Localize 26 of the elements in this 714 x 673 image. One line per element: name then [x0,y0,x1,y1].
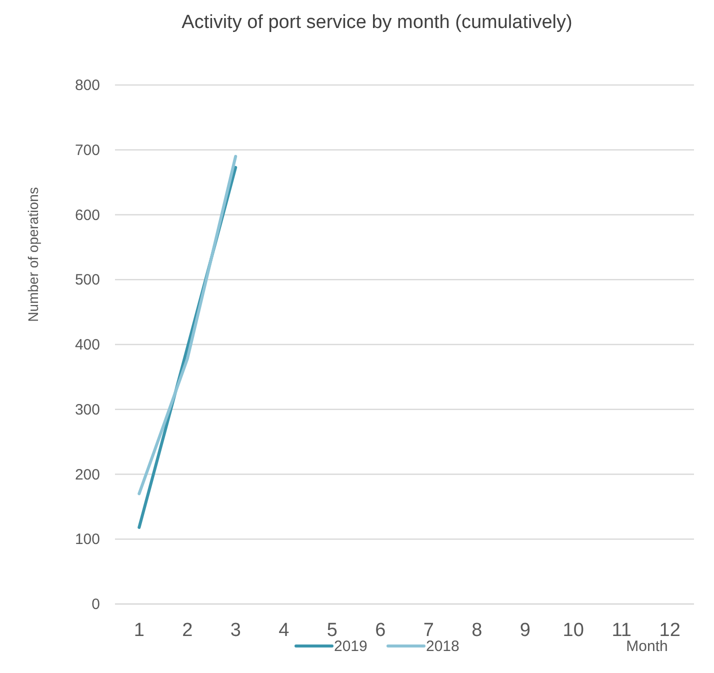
legend-label: 2019 [334,638,368,655]
y-tick-label: 0 [92,596,100,613]
x-tick-label: 10 [562,620,584,641]
y-tick-label: 100 [74,531,100,548]
y-tick-label: 500 [74,272,100,289]
x-tick-label: 7 [423,620,434,641]
x-tick-label: 12 [659,620,680,641]
y-tick-label: 400 [74,336,100,354]
x-tick-label: 2 [182,620,193,641]
y-tick-label: 300 [74,401,100,418]
x-tick-label: 1 [134,620,144,641]
x-axis-title: Month [626,638,668,655]
x-tick-label: 8 [472,620,482,641]
x-tick-label: 3 [230,620,241,641]
x-tick-label: 4 [278,620,290,641]
y-tick-label: 800 [74,77,100,94]
x-tick-label: 6 [375,620,386,641]
y-tick-label: 700 [74,142,100,159]
x-tick-label: 11 [612,620,632,641]
y-axis-title: Number of operations [25,187,41,322]
legend-label: 2018 [426,638,460,655]
y-tick-label: 600 [74,206,100,224]
x-tick-label: 9 [520,620,530,641]
x-tick-label: 5 [326,620,338,641]
chart-title: Activity of port service by month (cumulatively) [182,12,572,33]
y-tick-label: 200 [74,466,100,484]
